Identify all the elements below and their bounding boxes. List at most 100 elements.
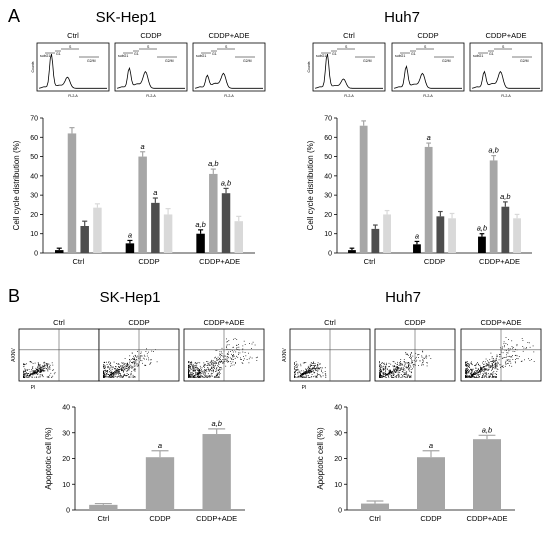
dotplot-event [193,367,195,369]
dotplot-event [208,375,210,376]
dotplot-event [25,371,26,372]
y-tick-label: 60 [30,135,38,142]
dotplot-event [31,373,33,375]
gate-label-g2m: G2/M [520,59,529,63]
dotplot-x-label: PI [31,385,36,391]
histogram-treatment-label: CDDP+ADE [208,31,249,40]
dotplot-event [199,374,201,376]
dotplot-event [127,364,128,365]
dotplot-event [112,376,114,378]
dotplot-event [395,375,397,377]
dotplot-event [511,346,513,347]
dotplot-event [117,372,118,374]
dotplot-event [226,358,228,360]
dotplot-event [28,369,30,370]
dotplot-event [193,375,194,377]
dotplot-event [470,369,472,370]
dotplot-event [132,362,134,364]
dotplot-event [208,370,210,372]
dotplot-event [422,351,424,353]
dotplot-event [477,372,479,374]
dotplot-event [120,374,121,376]
dotplot-event [389,370,391,371]
dotplot-event [39,370,41,372]
dotplot-event [217,363,219,364]
dotplot-event [110,376,112,378]
dotplot-event [487,364,488,366]
dotplot-event [311,370,313,372]
bar [473,439,501,510]
histogram-frame [312,42,386,92]
dotplot-event [315,365,317,367]
dotplot-event [294,371,296,372]
dotplot-event [36,376,37,378]
dotplot-event [309,370,311,371]
dotplot-event [409,363,411,365]
dotplot-event [493,371,495,372]
dotplot-event [380,367,381,368]
dotplot-event [237,356,239,358]
dotplot-event [294,366,295,368]
dotplot-event [41,367,42,368]
dotplot-event [199,373,201,375]
dotplot-event [204,370,206,372]
dotplot-event [410,374,412,376]
dotplot-event [392,376,394,378]
dotplot-event [408,363,409,365]
dotplot-event [472,376,473,378]
panel-label-a: A [8,6,20,26]
dotplot-event [469,364,470,366]
dotplot-event [47,367,49,368]
x-tick-label: CDDP+ADE [196,514,237,523]
dotplot-event [231,359,233,360]
dotplot-event [404,373,406,375]
dotplot-event [470,373,472,375]
dotplot-event [316,370,318,371]
dotplot-event [484,373,486,374]
dotplot-event [143,354,145,356]
dotplot-event [469,362,471,364]
dotplot-event [47,376,49,377]
dotplot-event [207,363,209,364]
dotplot-event [392,375,394,376]
dotplot-event [224,360,226,362]
dotplot-event [474,376,476,378]
dotplot-event [37,365,39,367]
dotplot-event [485,363,487,364]
dotplot-event [470,370,472,372]
dotplot-event [227,360,229,362]
dotplot-event [489,376,490,377]
significance-label: a [141,142,145,151]
dotplot-event [492,375,494,377]
dotplot-event [129,362,130,364]
dotplot-event [105,367,106,369]
dotplot-event [300,365,302,367]
dotplot-event [188,362,190,364]
dotplot-event [495,360,497,361]
dotplot-event [33,372,34,374]
dotplot-event [199,376,201,378]
dotplot-event [494,359,496,361]
dotplot-event [465,371,466,373]
dotplot-event [422,359,423,361]
dotplot-event [200,370,202,372]
dotplot-event [111,372,113,374]
dotplot-event [227,353,229,355]
dotplot-event [318,374,320,375]
significance-label: a [153,188,157,197]
y-tick-label: 20 [324,212,332,219]
dotplot-event [128,366,129,368]
dotplot-event [251,343,253,345]
dotplot-event [127,369,129,371]
dotplot-event [411,362,413,364]
dotplot-event [115,369,117,371]
dotplot-event [244,344,246,345]
dotplot-event [33,370,35,372]
dotplot-event [422,361,424,363]
dotplot-event [209,375,211,377]
dotplot-event [38,371,40,372]
dotplot-event [294,368,295,370]
dotplot-event [297,376,299,377]
dotplot-event [236,355,237,357]
